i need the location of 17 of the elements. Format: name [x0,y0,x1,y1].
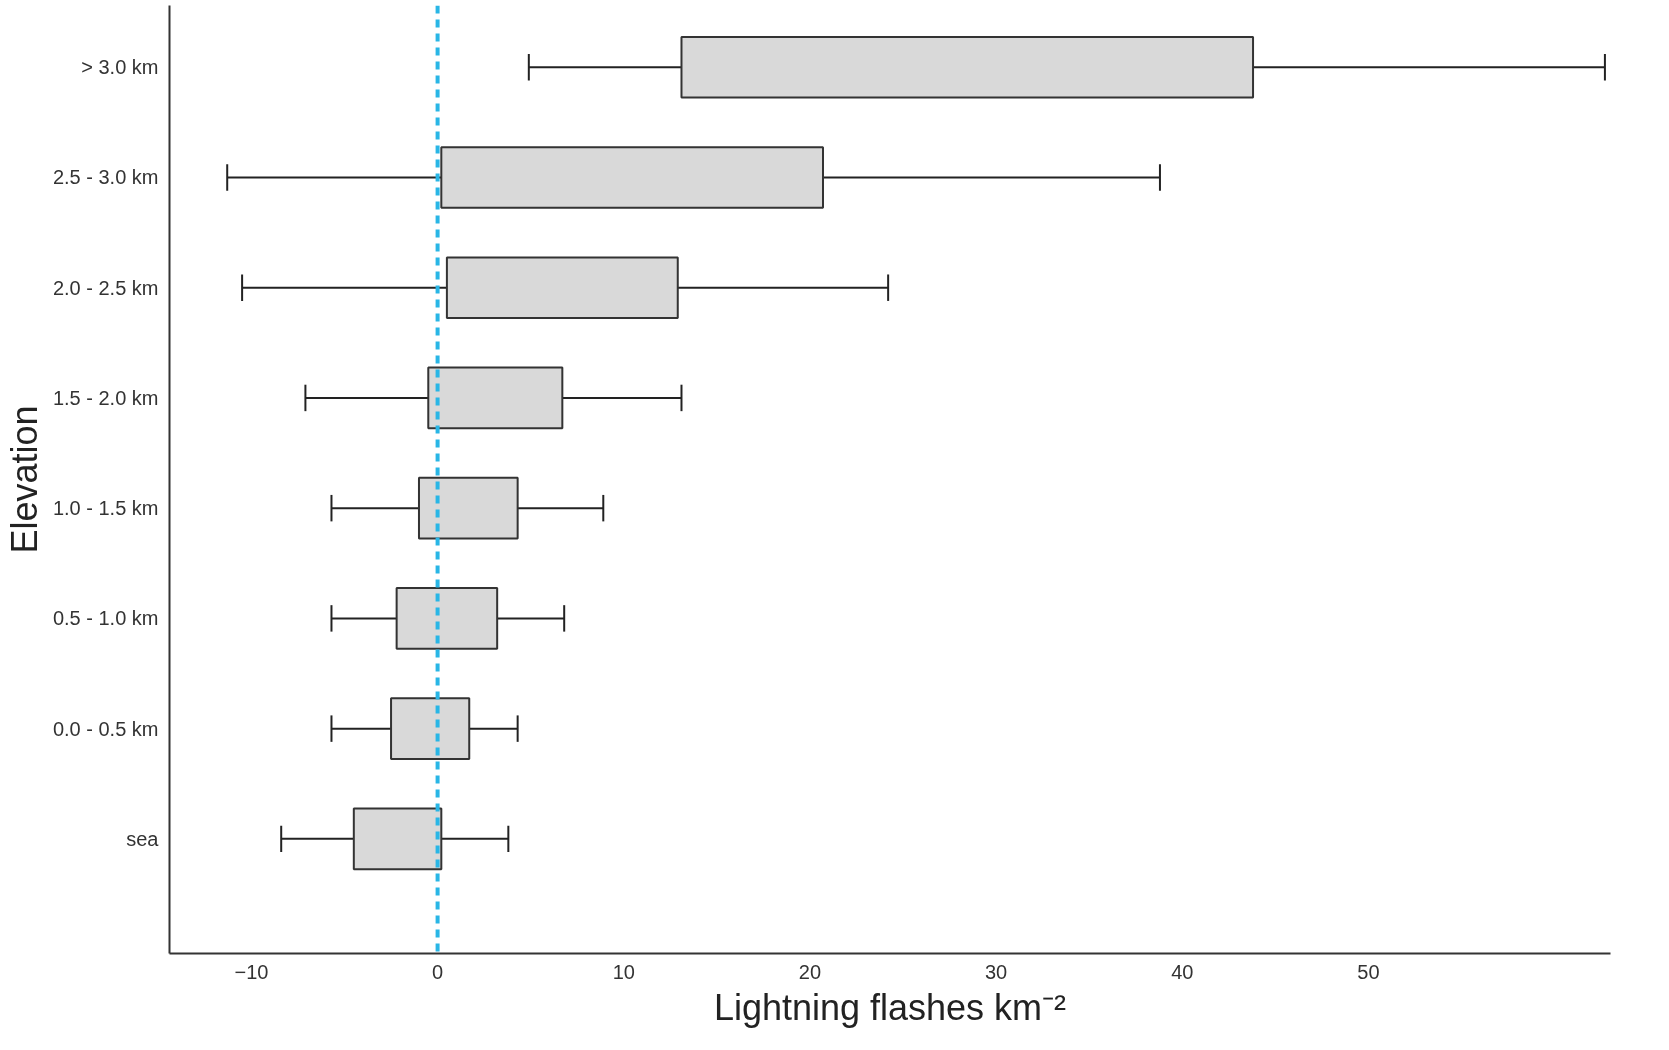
x-tick-label: 40 [1171,960,1194,983]
y-tick-label: sea [126,827,160,850]
x-tick-label: −10 [234,960,269,983]
x-tick-label: 0 [432,960,444,983]
y-tick-label: 2.0 - 2.5 km [52,276,159,299]
y-tick-label: 0.0 - 0.5 km [52,717,159,740]
x-tick-label: 10 [612,960,635,983]
y-axis-title: Elevation [3,405,45,554]
y-tick-label: 1.5 - 2.0 km [52,386,159,409]
y-tick-label: 1.0 - 1.5 km [52,497,159,520]
x-tick-label: 50 [1357,960,1380,983]
x-tick-label: 30 [985,960,1008,983]
x-axis-title: Lightning flashes km⁻² [713,986,1067,1028]
y-tick-label: 0.5 - 1.0 km [52,607,159,630]
x-tick-label: 20 [798,960,822,983]
y-tick-label: > 3.0 km [81,56,159,79]
y-tick-label: 2.5 - 3.0 km [52,166,159,189]
